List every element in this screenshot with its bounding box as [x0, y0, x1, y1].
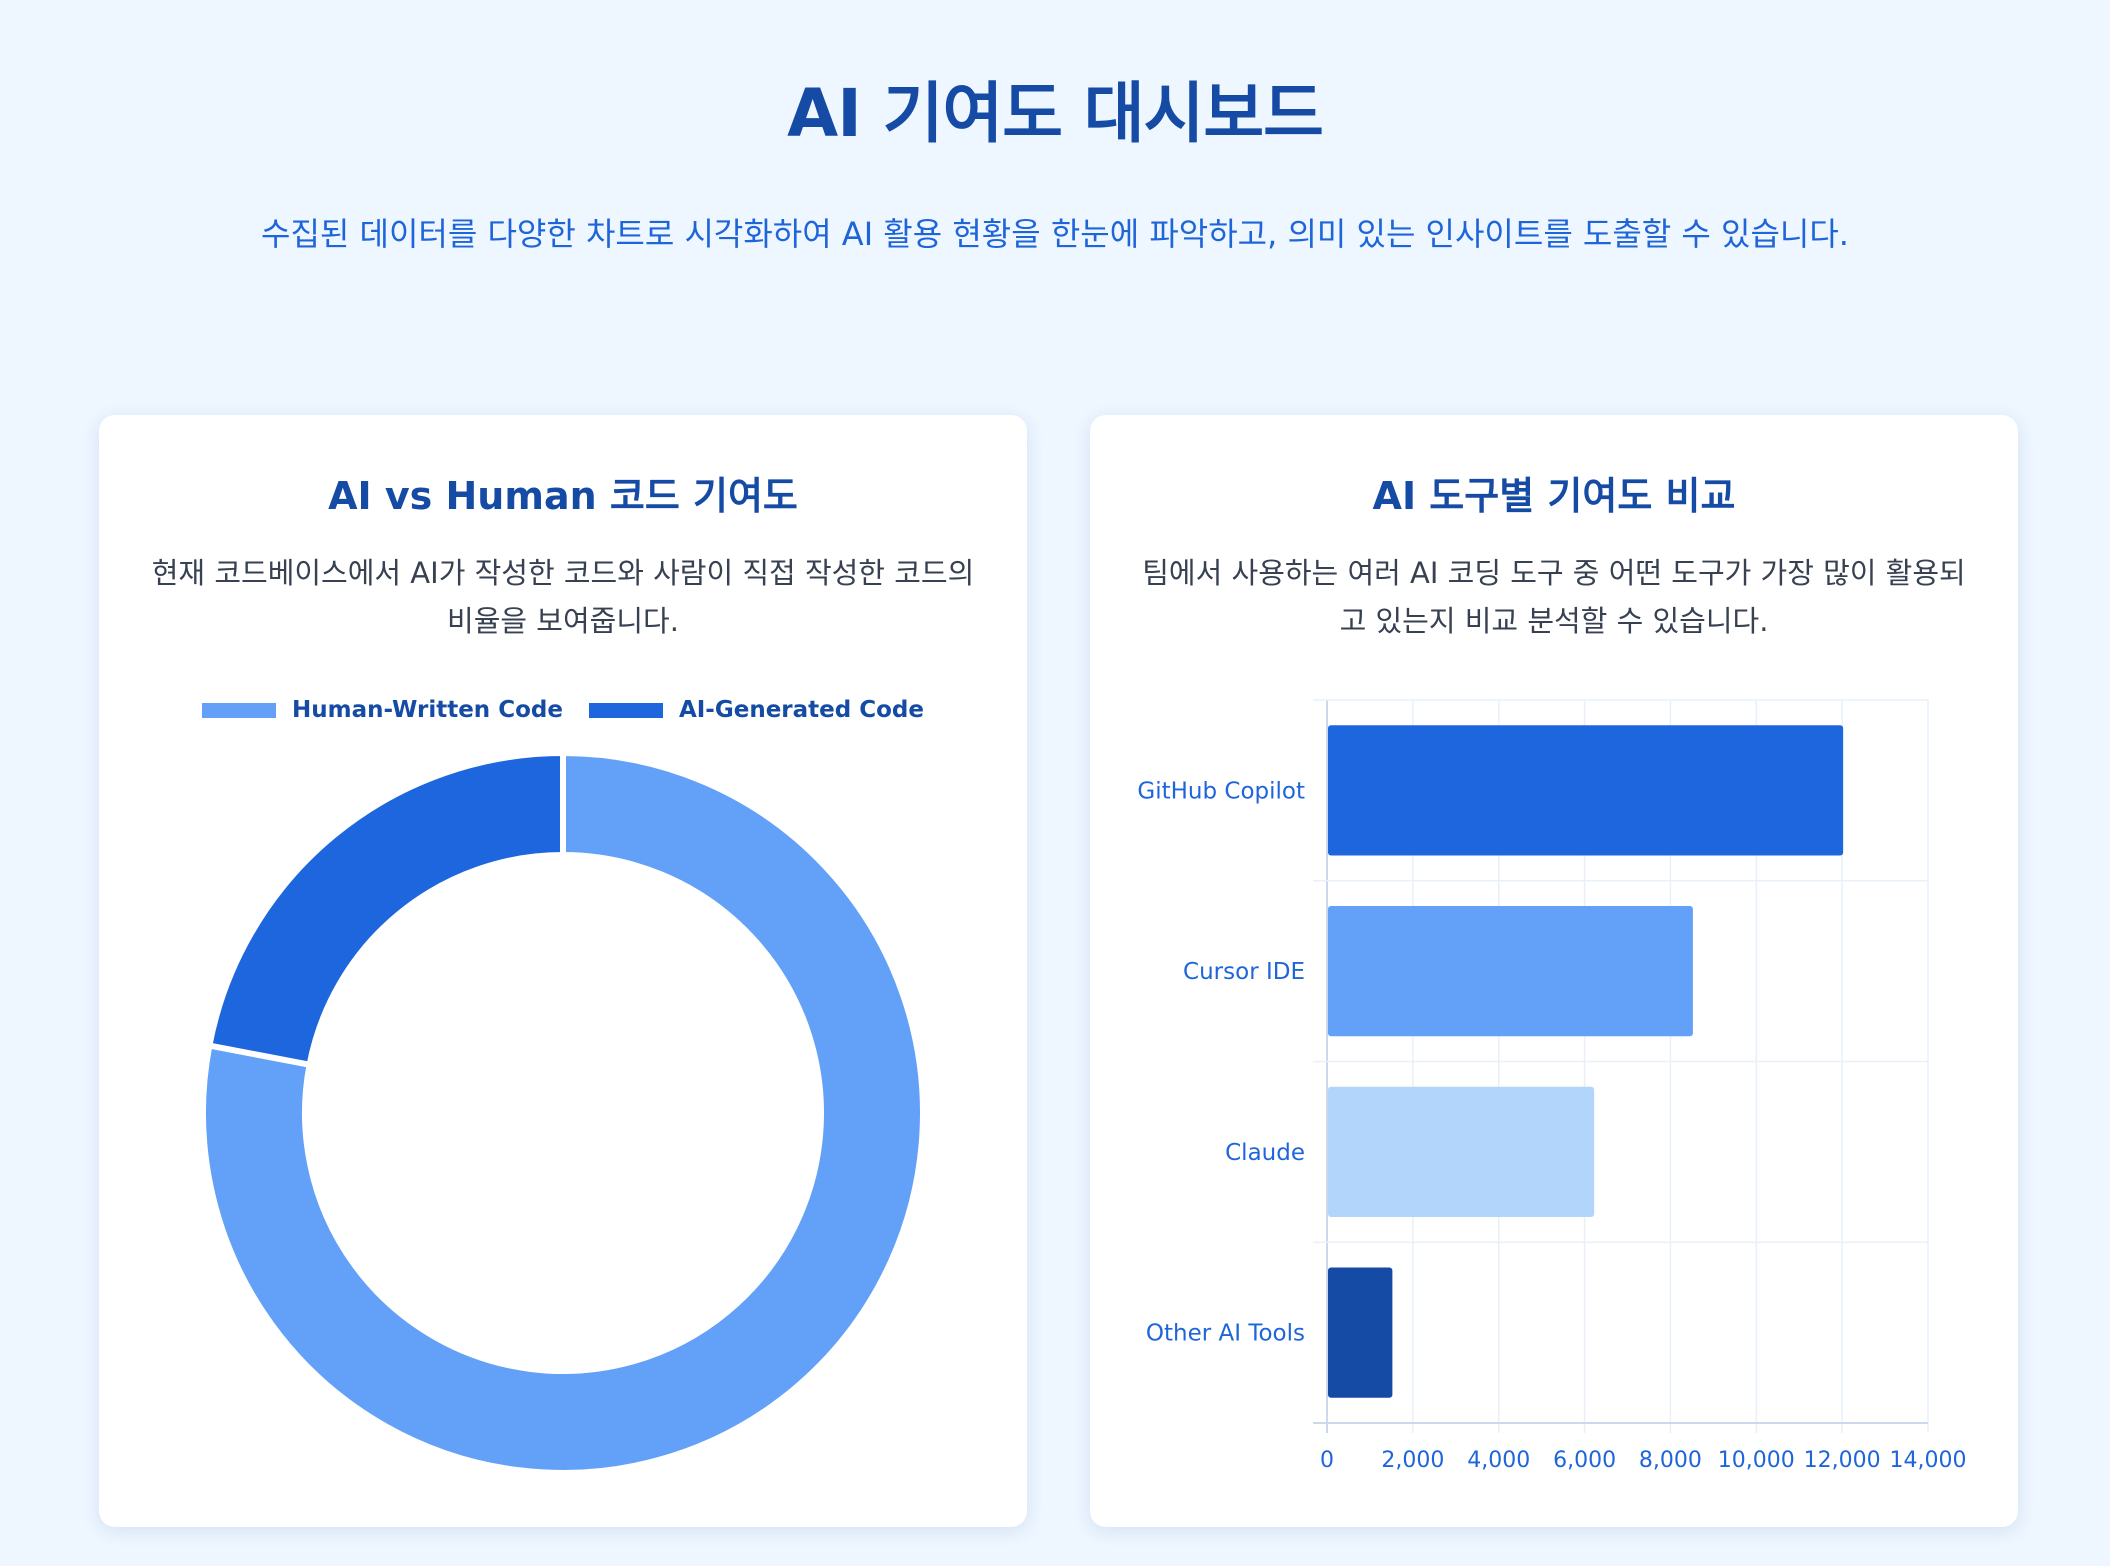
bar-x-tick-label: 12,000: [1804, 1448, 1881, 1473]
ai-tools-description: 팀에서 사용하는 여러 AI 코딩 도구 중 어떤 도구가 가장 많이 활용되고…: [1142, 556, 1966, 638]
page-subtitle: 수집된 데이터를 다양한 차트로 시각화하여 AI 활용 현황을 한눈에 파악하…: [261, 215, 1849, 253]
bar-x-tick-label: 4,000: [1467, 1448, 1530, 1473]
ai-vs-human-description: 현재 코드베이스에서 AI가 작성한 코드와 사람이 직접 작성한 코드의 비율…: [151, 556, 975, 638]
bar-x-tick-label: 6,000: [1553, 1448, 1616, 1473]
ai-vs-human-title: AI vs Human 코드 기여도: [328, 474, 798, 518]
bar-category-label: Claude: [1225, 1140, 1305, 1166]
bar-cursor-ide[interactable]: [1328, 906, 1693, 1037]
ai-vs-human-card: AI vs Human 코드 기여도 현재 코드베이스에서 AI가 작성한 코드…: [99, 415, 1027, 1527]
bar-x-tick-label: 0: [1320, 1448, 1334, 1473]
bar-x-tick-label: 2,000: [1381, 1448, 1444, 1473]
bar-x-tick-label: 10,000: [1718, 1448, 1795, 1473]
bar-other-ai-tools[interactable]: [1328, 1267, 1393, 1398]
ai-tools-title: AI 도구별 기여도 비교: [1372, 474, 1736, 518]
legend-label-human: Human-Written Code: [292, 697, 563, 723]
legend-swatch-human: [202, 702, 277, 718]
doughnut-chart: [200, 749, 926, 1476]
legend-item-ai[interactable]: AI-Generated Code: [588, 697, 924, 723]
bar-github-copilot[interactable]: [1328, 725, 1844, 856]
legend-item-human[interactable]: Human-Written Code: [202, 697, 563, 723]
legend-label-ai: AI-Generated Code: [678, 697, 924, 723]
legend-swatch-ai: [588, 702, 663, 718]
bar-category-label: Cursor IDE: [1183, 959, 1305, 985]
doughnut-legend: Human-Written Code AI-Generated Code: [99, 697, 1027, 723]
bar-x-tick-label: 14,000: [1890, 1448, 1967, 1473]
bar-category-label: Other AI Tools: [1146, 1321, 1305, 1347]
bar-category-label: GitHub Copilot: [1137, 778, 1305, 804]
ai-tools-card: AI 도구별 기여도 비교 팀에서 사용하는 여러 AI 코딩 도구 중 어떤 …: [1090, 415, 2018, 1527]
doughnut-slice-ai[interactable]: [205, 749, 566, 1069]
bar-claude[interactable]: [1328, 1086, 1595, 1217]
bar-chart: GitHub Copilot Cursor IDE Claude Other AI T…: [1137, 699, 1967, 1473]
doughnut-slice-human[interactable]: [200, 749, 926, 1476]
page-title: AI 기여도 대시보드: [787, 75, 1324, 152]
bar-x-tick-label: 8,000: [1639, 1448, 1702, 1473]
